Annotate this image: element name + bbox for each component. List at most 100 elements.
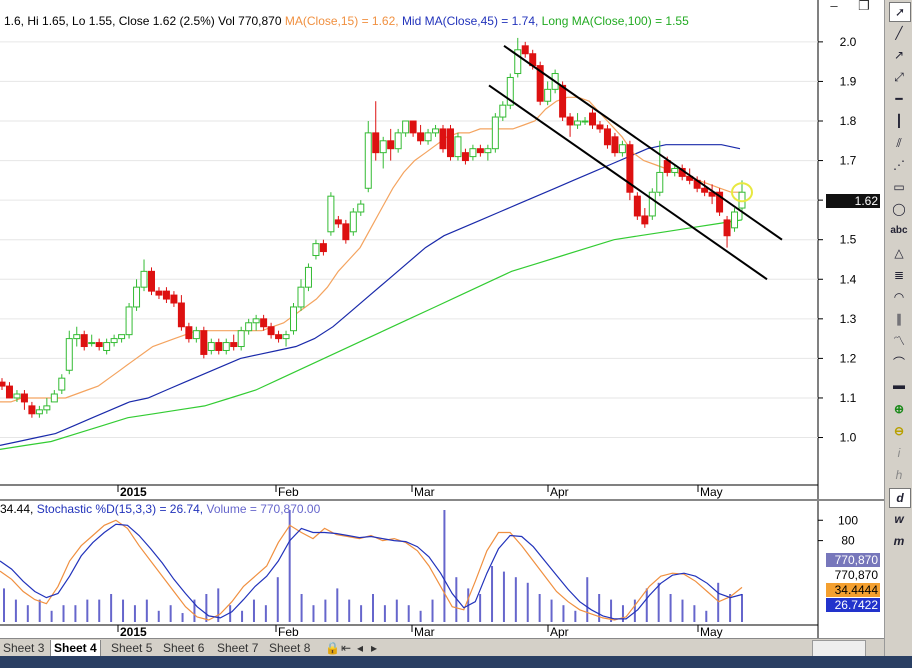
interval-i-icon[interactable]: i bbox=[897, 446, 901, 460]
zoom-out-icon[interactable]: ⊖ bbox=[893, 424, 905, 438]
candle-body bbox=[432, 128, 440, 134]
horizontal-line-icon[interactable]: ━ bbox=[895, 92, 903, 106]
stoch-tick-label: 80 bbox=[841, 534, 855, 548]
candle-body bbox=[185, 326, 193, 340]
status-bar bbox=[0, 656, 912, 668]
ma45-line bbox=[0, 144, 741, 446]
candle-body bbox=[20, 393, 28, 403]
tab-sheet-3[interactable]: Sheet 3 bbox=[3, 641, 45, 655]
date-tick-label: May bbox=[700, 485, 723, 499]
candle-body bbox=[491, 116, 499, 150]
arc-icon[interactable]: ◠ bbox=[893, 290, 905, 304]
channel-icon[interactable]: ⫽ bbox=[896, 136, 902, 150]
candle-body bbox=[424, 132, 432, 142]
candle-body bbox=[267, 326, 275, 336]
date-axis: 2015 2015 Feb Feb Mar Mar Apr Apr May May bbox=[117, 485, 723, 639]
price-tick-label: 1.7 bbox=[840, 154, 857, 168]
lower-date-tick-label: Mar bbox=[414, 625, 435, 639]
line-icon[interactable]: ╱ bbox=[895, 26, 903, 40]
candle-body bbox=[5, 385, 13, 399]
candle-body bbox=[596, 124, 604, 130]
extended-line-icon[interactable]: ⤢ bbox=[894, 70, 904, 84]
candle-body bbox=[13, 393, 21, 399]
lock-icon[interactable]: 🔒 bbox=[325, 641, 340, 655]
ellipse-icon[interactable]: ◯ bbox=[892, 202, 906, 216]
candle-body bbox=[260, 318, 268, 328]
minimize-button[interactable]: – bbox=[830, 0, 838, 13]
volume-tag-2: 770,870 bbox=[826, 568, 880, 582]
price-tick-label: 1.0 bbox=[840, 431, 857, 445]
candle-body bbox=[147, 270, 155, 292]
candle-body bbox=[319, 243, 327, 253]
candle-body bbox=[125, 306, 133, 336]
tab-sheet-5[interactable]: Sheet 5 bbox=[111, 641, 153, 655]
cursor-icon[interactable]: ➚ bbox=[889, 2, 911, 22]
candle-body bbox=[237, 330, 245, 348]
tab-sheet-7[interactable]: Sheet 7 bbox=[217, 641, 259, 655]
candle-body bbox=[626, 144, 634, 193]
regression-icon[interactable]: ∥ bbox=[896, 312, 902, 326]
volume-tag-1: 770,870 bbox=[826, 553, 880, 567]
pattern-icon[interactable]: ▬ bbox=[893, 378, 905, 392]
tab-next-icon[interactable]: ▸ bbox=[371, 641, 378, 655]
last-price-tag: 1.62 bbox=[826, 194, 880, 208]
zigzag-icon[interactable]: 〽 bbox=[892, 334, 905, 348]
ma15-label: MA(Close,15) = 1.62, bbox=[284, 14, 399, 28]
candle-body bbox=[521, 45, 529, 55]
ray-icon[interactable]: ↗ bbox=[893, 48, 905, 62]
date-tick-label: Mar bbox=[414, 485, 435, 499]
vertical-line-icon[interactable]: ┃ bbox=[895, 114, 903, 128]
candle-body bbox=[304, 266, 312, 288]
candle-body bbox=[170, 294, 178, 304]
interval-m-icon[interactable]: m bbox=[893, 534, 905, 548]
candle-body bbox=[103, 342, 111, 351]
fib-icon[interactable]: ≣ bbox=[893, 268, 905, 282]
tab-prev-icon[interactable]: ◂ bbox=[357, 641, 364, 655]
zoom-in-icon[interactable]: ⊕ bbox=[893, 402, 905, 416]
lower-date-tick-label: 2015 bbox=[120, 625, 147, 639]
arrow-icon[interactable]: △ bbox=[894, 246, 904, 260]
text-abc-icon[interactable]: abc bbox=[890, 225, 908, 236]
lower-date-tick-label: Apr bbox=[550, 625, 569, 639]
candle-body bbox=[499, 104, 507, 118]
candle-body bbox=[484, 148, 492, 154]
channel-lower-line bbox=[488, 84, 768, 281]
candle-body bbox=[88, 342, 96, 345]
price-gridlines bbox=[0, 0, 884, 638]
restore-button[interactable]: ❐ bbox=[858, 0, 870, 13]
candle-body bbox=[312, 243, 320, 257]
ma45-label: Mid MA(Close,45) = 1.74, bbox=[401, 14, 539, 28]
trend-channel[interactable] bbox=[488, 45, 783, 281]
candle-body bbox=[95, 342, 103, 348]
interval-w-icon[interactable]: w bbox=[894, 512, 904, 526]
candle-body bbox=[364, 132, 372, 189]
ma100-line bbox=[0, 219, 743, 450]
lower-date-tick-label: May bbox=[700, 625, 723, 639]
candle-body bbox=[177, 302, 185, 328]
candle-body bbox=[506, 76, 514, 106]
rectangle-icon[interactable]: ▭ bbox=[893, 180, 905, 194]
ma15-line bbox=[0, 96, 742, 403]
candle-body bbox=[35, 409, 43, 415]
candle-body bbox=[297, 286, 305, 308]
candle-body bbox=[574, 120, 582, 126]
tab-sheet-4[interactable]: Sheet 4 bbox=[50, 640, 101, 657]
tab-sheet-8[interactable]: Sheet 8 bbox=[269, 641, 311, 655]
fan-icon[interactable]: ⋰ bbox=[893, 158, 905, 172]
candle-body bbox=[618, 144, 626, 154]
price-tick-label: 2.0 bbox=[840, 35, 857, 49]
candle-body bbox=[723, 219, 731, 237]
lower-date-tick-label: Feb bbox=[278, 625, 299, 639]
candle-body bbox=[230, 342, 238, 348]
tab-sheet-6[interactable]: Sheet 6 bbox=[163, 641, 205, 655]
cycle-icon[interactable]: ⌒ bbox=[892, 356, 905, 370]
candle-body bbox=[357, 203, 365, 213]
candle-body bbox=[581, 120, 589, 123]
drawing-toolbar: ➚ ╱ ↗ ⤢ ━ ┃ ⫽ ⋰ ▭ ◯ abc △ ≣ ◠ ∥ 〽 ⌒ ▬ ⊕ … bbox=[884, 0, 912, 668]
price-tick-label: 1.1 bbox=[840, 391, 857, 405]
ma100-label: Long MA(Close,100) = 1.55 bbox=[541, 14, 689, 28]
interval-d-icon[interactable]: d bbox=[889, 488, 911, 508]
tab-first-icon[interactable]: ⇤ bbox=[341, 641, 352, 655]
interval-h-icon[interactable]: h bbox=[895, 468, 903, 482]
candle-body bbox=[648, 191, 656, 217]
